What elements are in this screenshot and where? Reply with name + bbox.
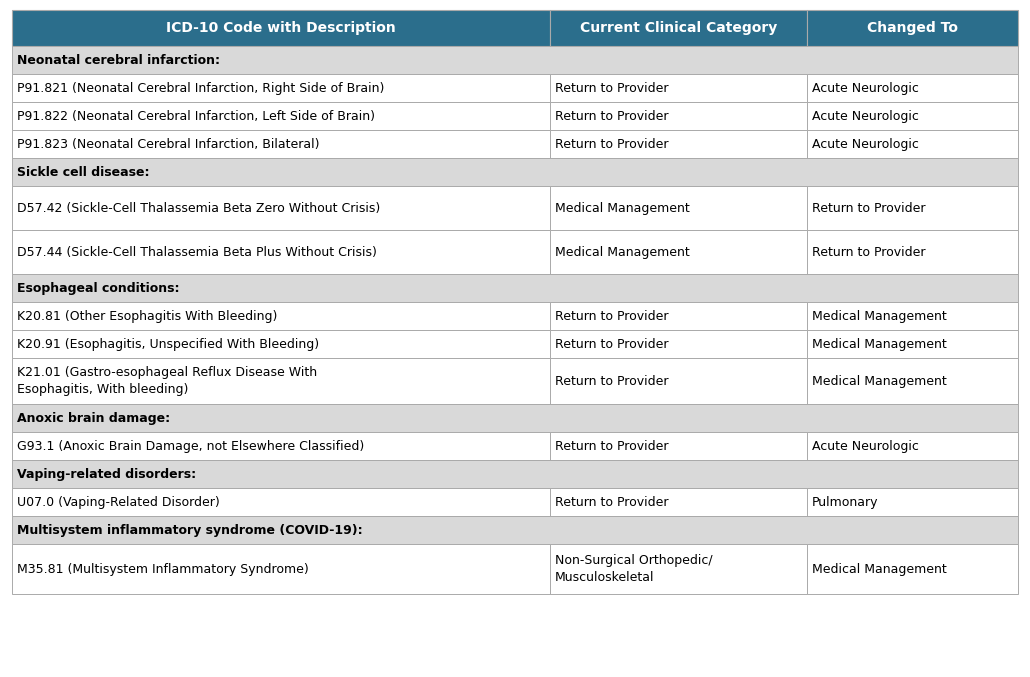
Text: Return to Provider: Return to Provider [555,374,668,388]
Text: Vaping-related disorders:: Vaping-related disorders: [18,468,197,481]
Text: Return to Provider: Return to Provider [555,439,668,453]
Bar [806,358,1018,404]
Bar [550,330,806,358]
Bar [550,230,806,274]
Text: Acute Neurologic: Acute Neurologic [812,110,919,123]
Text: Medical Management: Medical Management [555,202,690,215]
Bar [550,102,806,130]
Bar [12,404,1018,432]
Text: Multisystem inflammatory syndrome (COVID-19):: Multisystem inflammatory syndrome (COVID… [18,523,363,537]
Text: Return to Provider: Return to Provider [812,246,925,259]
Text: Current Clinical Category: Current Clinical Category [580,21,777,35]
Bar [550,544,806,594]
Text: Return to Provider: Return to Provider [555,137,668,151]
Text: ICD-10 Code with Description: ICD-10 Code with Description [167,21,397,35]
Text: Return to Provider: Return to Provider [555,338,668,351]
Bar [12,432,550,460]
Bar [806,130,1018,158]
Text: D57.42 (Sickle-Cell Thalassemia Beta Zero Without Crisis): D57.42 (Sickle-Cell Thalassemia Beta Zer… [18,202,381,215]
Bar [550,74,806,102]
Text: Non-Surgical Orthopedic/
Musculoskeletal: Non-Surgical Orthopedic/ Musculoskeletal [555,554,713,584]
Text: Acute Neurologic: Acute Neurologic [812,439,919,453]
Bar [806,10,1018,46]
Text: M35.81 (Multisystem Inflammatory Syndrome): M35.81 (Multisystem Inflammatory Syndrom… [18,563,309,575]
Bar [550,358,806,404]
Bar [12,46,1018,74]
Text: Neonatal cerebral infarction:: Neonatal cerebral infarction: [18,53,220,66]
Bar [12,358,550,404]
Bar [12,10,550,46]
Bar [12,130,550,158]
Bar [12,274,1018,302]
Bar [12,302,550,330]
Bar [12,488,550,516]
Text: Return to Provider: Return to Provider [812,202,925,215]
Bar [806,186,1018,230]
Text: Return to Provider: Return to Provider [555,309,668,323]
Bar [12,516,1018,544]
Bar [806,102,1018,130]
Bar [806,74,1018,102]
Text: Acute Neurologic: Acute Neurologic [812,82,919,95]
Bar [12,230,550,274]
Text: Esophageal conditions:: Esophageal conditions: [18,282,180,294]
Text: K21.01 (Gastro-esophageal Reflux Disease With
Esophagitis, With bleeding): K21.01 (Gastro-esophageal Reflux Disease… [18,366,317,396]
Text: Return to Provider: Return to Provider [555,496,668,508]
Text: P91.822 (Neonatal Cerebral Infarction, Left Side of Brain): P91.822 (Neonatal Cerebral Infarction, L… [18,110,375,123]
Text: Acute Neurologic: Acute Neurologic [812,137,919,151]
Bar [550,10,806,46]
Bar [806,432,1018,460]
Text: P91.823 (Neonatal Cerebral Infarction, Bilateral): P91.823 (Neonatal Cerebral Infarction, B… [18,137,320,151]
Text: Medical Management: Medical Management [555,246,690,259]
Bar [550,130,806,158]
Bar [12,186,550,230]
Text: Sickle cell disease:: Sickle cell disease: [18,166,149,179]
Text: Medical Management: Medical Management [812,374,947,388]
Text: Return to Provider: Return to Provider [555,82,668,95]
Bar [550,432,806,460]
Bar [550,186,806,230]
Text: Medical Management: Medical Management [812,309,947,323]
Bar [806,302,1018,330]
Text: G93.1 (Anoxic Brain Damage, not Elsewhere Classified): G93.1 (Anoxic Brain Damage, not Elsewher… [18,439,365,453]
Bar [12,460,1018,488]
Bar [12,544,550,594]
Text: Medical Management: Medical Management [812,338,947,351]
Text: U07.0 (Vaping-Related Disorder): U07.0 (Vaping-Related Disorder) [18,496,220,508]
Text: D57.44 (Sickle-Cell Thalassemia Beta Plus Without Crisis): D57.44 (Sickle-Cell Thalassemia Beta Plu… [18,246,377,259]
Text: Pulmonary: Pulmonary [812,496,878,508]
Bar [550,488,806,516]
Text: P91.821 (Neonatal Cerebral Infarction, Right Side of Brain): P91.821 (Neonatal Cerebral Infarction, R… [18,82,385,95]
Text: Return to Provider: Return to Provider [555,110,668,123]
Bar [12,158,1018,186]
Bar [806,488,1018,516]
Bar [806,230,1018,274]
Bar [550,302,806,330]
Bar [12,102,550,130]
Bar [806,544,1018,594]
Bar [12,330,550,358]
Bar [806,330,1018,358]
Text: K20.91 (Esophagitis, Unspecified With Bleeding): K20.91 (Esophagitis, Unspecified With Bl… [18,338,319,351]
Text: K20.81 (Other Esophagitis With Bleeding): K20.81 (Other Esophagitis With Bleeding) [18,309,278,323]
Text: Changed To: Changed To [866,21,958,35]
Bar [12,74,550,102]
Text: Medical Management: Medical Management [812,563,947,575]
Text: Anoxic brain damage:: Anoxic brain damage: [18,412,171,424]
